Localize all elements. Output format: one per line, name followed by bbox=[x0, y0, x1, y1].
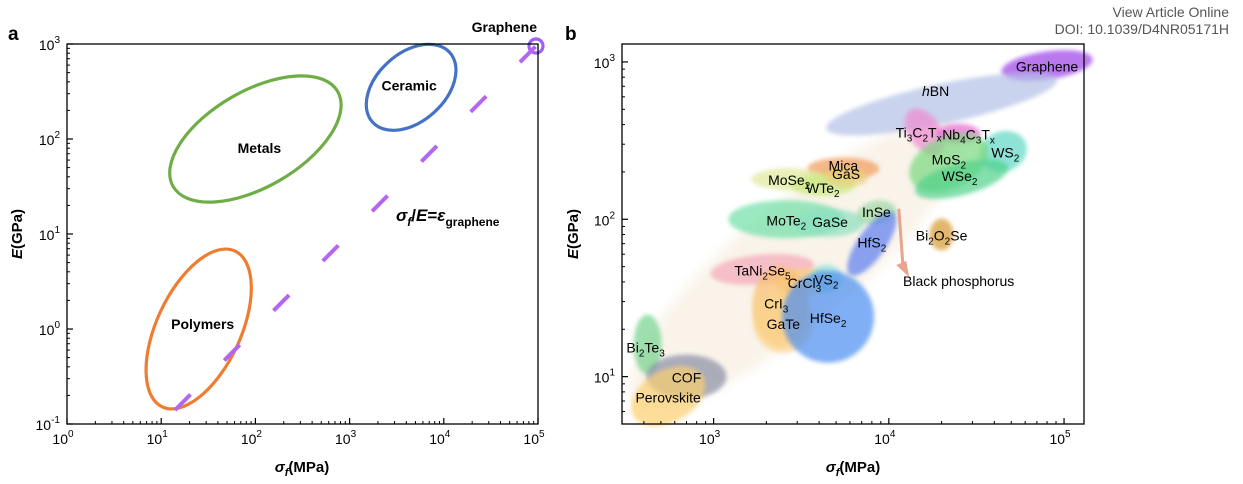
region-label-polymers: Polymers bbox=[171, 316, 234, 332]
doi-text: DOI: 10.1039/D4NR05171H bbox=[1054, 21, 1229, 37]
panel-b-x-tick-label: 104 bbox=[874, 429, 896, 447]
material-label: WSe2 bbox=[942, 168, 978, 188]
panel-b-y-axis-label: E(GPa) bbox=[565, 209, 582, 259]
panel-b-annotation: Black phosphorus bbox=[896, 208, 1014, 289]
region-metals bbox=[168, 74, 343, 204]
black-phosphorus-arrowhead bbox=[896, 261, 910, 278]
material-label: Perovskite bbox=[635, 389, 701, 405]
material-label: GaS bbox=[832, 166, 860, 182]
material-label: MoSe2 bbox=[768, 172, 811, 192]
material-label: Bi2Te3 bbox=[626, 340, 665, 360]
material-region bbox=[826, 72, 1058, 136]
view-article-link[interactable]: View Article Online bbox=[1112, 4, 1229, 20]
material-region bbox=[782, 270, 875, 363]
material-region bbox=[633, 314, 662, 375]
material-label: hBN bbox=[922, 83, 949, 99]
panel-a-label: a bbox=[8, 24, 19, 45]
material-label: TaNi2Se5 bbox=[734, 262, 791, 282]
material-label: Nb4C3Tx bbox=[942, 127, 995, 147]
material-label: Mica bbox=[829, 158, 859, 174]
panel-a-x-tick-label: 104 bbox=[429, 429, 451, 447]
material-label: WS2 bbox=[991, 144, 1020, 164]
graphene-marker bbox=[527, 37, 545, 55]
material-label: Graphene bbox=[1016, 58, 1078, 74]
panel-a-y-tick-label: 103 bbox=[39, 35, 61, 53]
panel-b-x-tick-label: 103 bbox=[699, 429, 721, 447]
panel-a-y-tick-label: 100 bbox=[39, 320, 61, 338]
panel-b-ticks: 103 104 105 101 102 103 bbox=[594, 53, 1071, 447]
panel-a-y-tick-label: 102 bbox=[39, 130, 61, 148]
material-label: InSe bbox=[862, 204, 891, 220]
panel-b-frame bbox=[621, 43, 1085, 425]
material-label: VS2 bbox=[814, 272, 839, 292]
panel-b-y-tick-label: 102 bbox=[594, 210, 616, 228]
material-label: MoTe2 bbox=[766, 212, 806, 232]
panel-a-frame bbox=[66, 43, 539, 425]
material-label: CrI3 bbox=[764, 295, 789, 315]
material-label: HfSe2 bbox=[810, 310, 847, 330]
panel-b-x-tick-label: 105 bbox=[1049, 429, 1071, 447]
material-region bbox=[824, 167, 869, 188]
material-region bbox=[929, 218, 954, 251]
reference-line-label: σf/E=εgraphene bbox=[396, 206, 500, 229]
region-label-metals: Metals bbox=[238, 140, 282, 156]
material-label: GaTe bbox=[767, 316, 801, 332]
region-label-graphene: Graphene bbox=[472, 19, 538, 35]
reference-line bbox=[173, 31, 551, 412]
panel-b-x-axis-label: σf(MPa) bbox=[826, 459, 880, 479]
panel-b-y-tick-label: 103 bbox=[594, 53, 616, 71]
material-label: CrCl3 bbox=[788, 275, 822, 295]
panel-a-reference-line: σf/E=εgraphene bbox=[173, 31, 551, 412]
material-label: Bi2O2Se bbox=[916, 228, 968, 248]
material-label: Ti3C2Tx bbox=[896, 125, 942, 145]
material-label: WTe2 bbox=[806, 180, 840, 200]
material-label: MoS2 bbox=[932, 151, 967, 171]
panel-a-y-axis-label: E(GPa) bbox=[9, 209, 26, 259]
panel-a-y-tick-label: 10-1 bbox=[36, 415, 61, 433]
panel-b-y-tick-label: 101 bbox=[594, 368, 616, 386]
panel-b-label: b bbox=[565, 24, 577, 45]
panel-a-x-tick-label: 100 bbox=[52, 429, 74, 447]
region-label-ceramic: Ceramic bbox=[381, 77, 436, 93]
panel-a-x-tick-label: 102 bbox=[241, 429, 263, 447]
material-region bbox=[847, 211, 897, 276]
material-label: HfS2 bbox=[857, 235, 886, 255]
black-phosphorus-label: Black phosphorus bbox=[903, 273, 1014, 289]
panel-a-x-axis-label: σf(MPa) bbox=[275, 459, 329, 479]
panel-a-x-tick-label: 105 bbox=[523, 429, 545, 447]
material-label: COF bbox=[672, 370, 702, 386]
article-info: View Article Online DOI: 10.1039/D4NR051… bbox=[1055, 4, 1229, 38]
material-region bbox=[914, 159, 1009, 199]
material-region bbox=[631, 366, 706, 427]
black-phosphorus-arrow bbox=[897, 208, 905, 270]
panel-a-x-tick-label: 101 bbox=[147, 429, 169, 447]
region-ceramic bbox=[364, 42, 458, 132]
panel-a: a Polymers Metals Ceramic Graphene σf/E=εgr… bbox=[8, 19, 551, 479]
material-region bbox=[792, 208, 865, 237]
material-label: GaSe bbox=[812, 214, 848, 230]
panel-a-y-tick-label: 101 bbox=[39, 225, 61, 243]
panel-b-material-regions bbox=[629, 50, 1093, 427]
panel-a-x-tick-label: 103 bbox=[335, 429, 357, 447]
